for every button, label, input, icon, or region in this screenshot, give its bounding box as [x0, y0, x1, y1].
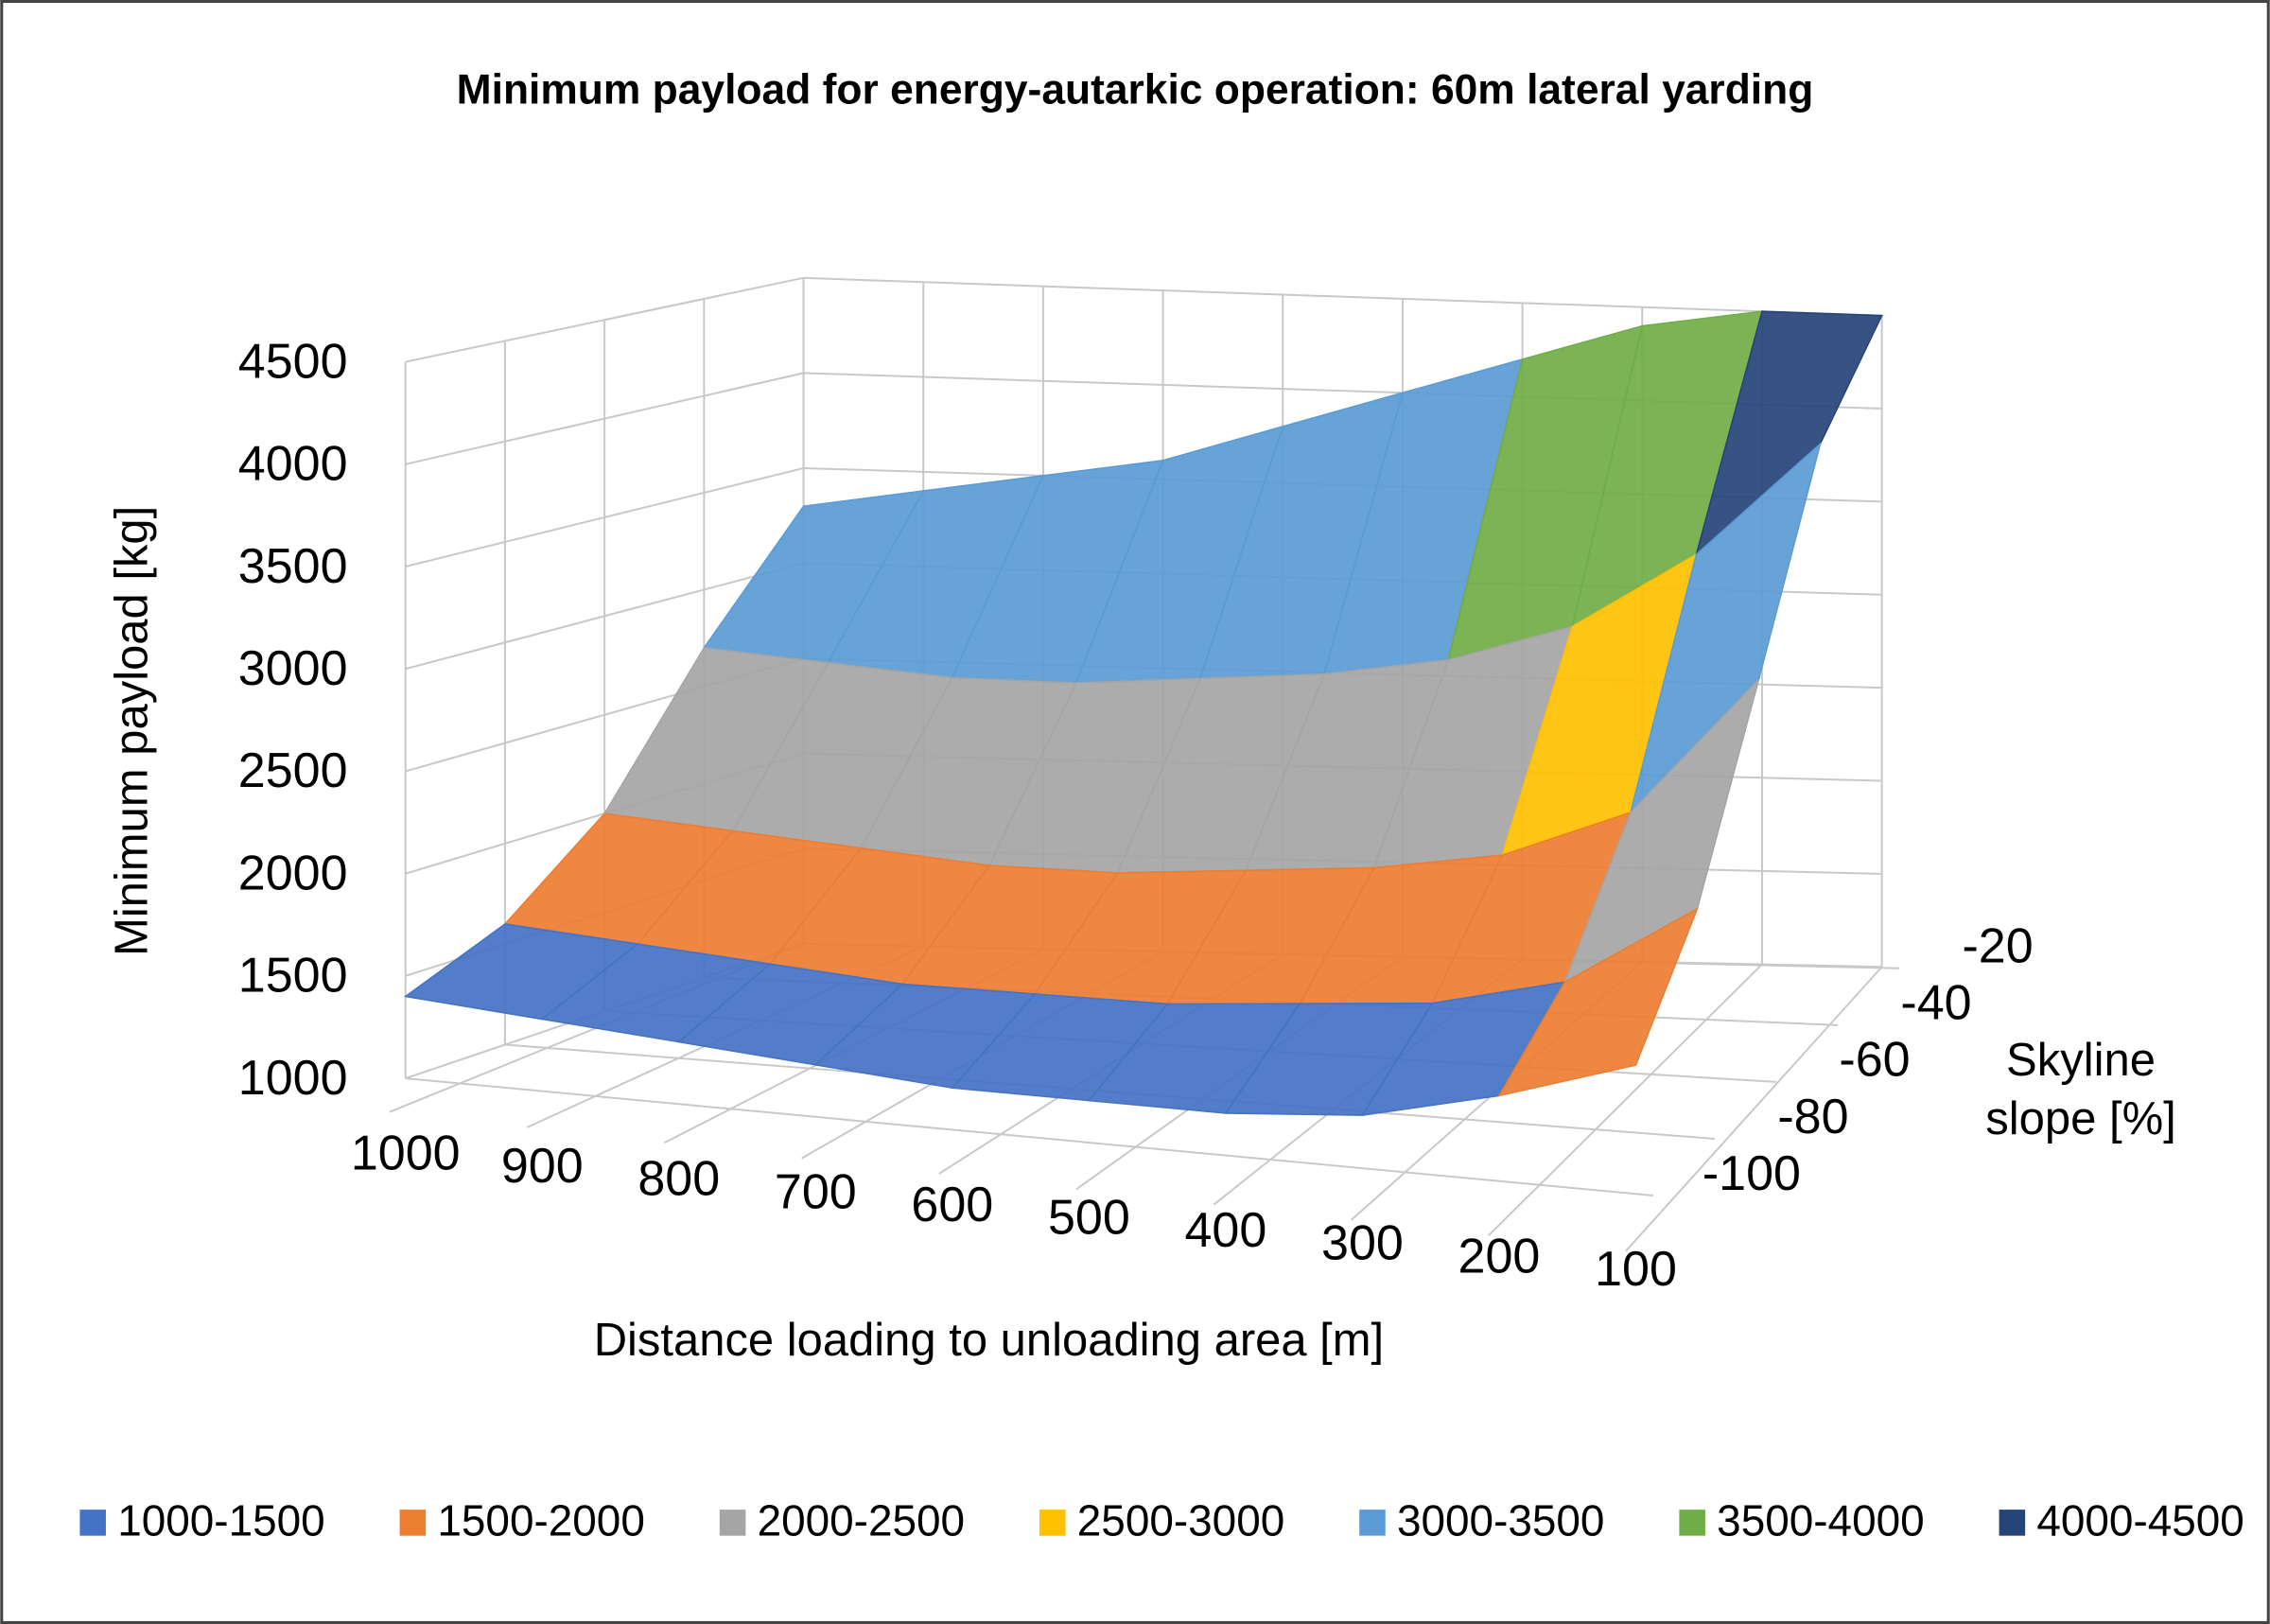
y-tick-label: -60	[1839, 1033, 1910, 1088]
x-tick-label: 700	[775, 1164, 857, 1219]
x-axis-title: Distance loading to unloading area [m]	[594, 1315, 1384, 1366]
grid-line	[803, 276, 1882, 317]
y-tick-label: -40	[1900, 976, 1971, 1031]
x-tick-label: 1000	[351, 1126, 461, 1180]
z-tick-label: 4000	[238, 437, 348, 492]
legend-label: 2500-3000	[1077, 1496, 1284, 1545]
legend-label: 1500-2000	[437, 1496, 644, 1545]
legend-swatch	[1039, 1510, 1066, 1536]
y-tick-label: -20	[1962, 919, 2033, 974]
legend-label: 2000-2500	[758, 1496, 965, 1545]
legend-label: 4000-4500	[2036, 1496, 2244, 1545]
y-tick-label: -80	[1777, 1090, 1848, 1144]
legend-label: 1000-1500	[117, 1496, 324, 1545]
z-tick-label: 1000	[238, 1051, 348, 1106]
x-tick-label: 100	[1595, 1242, 1677, 1297]
legend-swatch	[1679, 1510, 1705, 1536]
tick-labels: 1000 1500 2000 2500 3000 3500 4000 4500 1000 900 8…	[238, 334, 2034, 1297]
legend-swatch	[1999, 1510, 2026, 1536]
x-tick-label: 500	[1048, 1190, 1130, 1245]
y-tick-label: -100	[1702, 1146, 1801, 1201]
z-axis-title: Minimum payload [kg]	[106, 506, 157, 956]
z-tick-label: 2000	[238, 846, 348, 900]
z-tick-label: 3000	[238, 641, 348, 696]
grid-line	[405, 1077, 1653, 1197]
z-tick-label: 2500	[238, 743, 348, 798]
x-tick-label: 400	[1185, 1203, 1267, 1258]
z-tick-label: 3500	[238, 539, 348, 594]
grid-line	[1488, 963, 1763, 1236]
x-tick-label: 600	[911, 1178, 993, 1232]
x-tick-label: 800	[637, 1152, 720, 1207]
surface	[403, 310, 1883, 1117]
legend-swatch	[719, 1510, 746, 1536]
x-tick-label: 200	[1458, 1229, 1541, 1283]
legend-label: 3500-4000	[1717, 1496, 1924, 1545]
legend: 1000-1500 1500-2000 2000-2500 2500-3000 3000…	[79, 1496, 2244, 1545]
x-tick-label: 900	[501, 1139, 584, 1194]
z-tick-label: 4500	[238, 334, 348, 389]
z-tick-label: 1500	[238, 949, 348, 1004]
surface-patch	[1497, 907, 1700, 1097]
legend-label: 3000-3500	[1397, 1496, 1604, 1545]
grid-line	[1625, 966, 1883, 1252]
legend-swatch	[79, 1510, 106, 1536]
y-axis-title: Skyline slope [%]	[1985, 1035, 2176, 1144]
chart-title: Minimum payload for energy-autarkic oper…	[457, 67, 1814, 114]
legend-swatch	[399, 1510, 427, 1536]
x-tick-label: 300	[1321, 1216, 1404, 1271]
legend-swatch	[1359, 1510, 1386, 1536]
